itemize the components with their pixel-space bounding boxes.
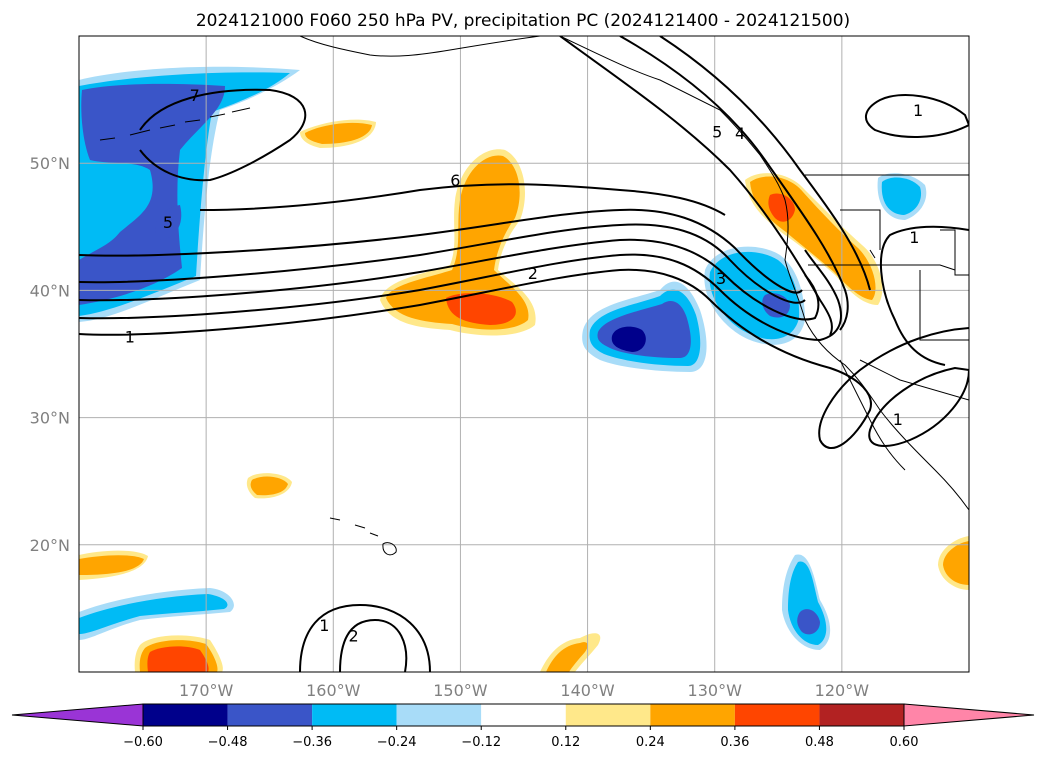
precip-positive-region [768,193,795,222]
colorbar-segment [481,704,566,726]
colorbar: −0.60 −0.48 −0.36 −0.24 −0.12 0.12 0.24 0.36 0.4… [11,703,1035,750]
coastlines [99,36,969,556]
pv-contour [79,268,969,450]
map-background [79,36,969,672]
precip-positive-region [446,293,516,325]
contour-label: 4 [735,124,745,143]
state-border [840,209,881,250]
north-america-coastline [559,36,969,511]
contour-label: 2 [528,264,538,283]
colorbar-tick-label: −0.36 [292,735,332,750]
contour-label: 2 [349,626,359,645]
contour-label: 5 [712,123,722,142]
contour-label: 6 [450,171,460,190]
lon-tick-label: 170°W [179,681,234,700]
pv-contour [339,618,408,672]
aleutian-islands [99,107,251,141]
colorbar-segment [650,704,735,726]
state-border [808,264,956,271]
lat-tick-label: 20°N [30,536,70,555]
lon-tick-label: 150°W [433,681,488,700]
pv-contour [79,223,806,304]
contour-label: 3 [716,269,726,288]
pv-contour [139,88,307,182]
colorbar-tick-label: 0.24 [636,735,665,750]
pv-contour [619,36,849,331]
international-border [859,359,969,401]
lon-tick-label: 120°W [815,681,870,700]
colorbar-frame [142,703,905,727]
contour-label: 5 [163,213,173,232]
contour-label: 1 [909,228,919,247]
precip-positive-region [386,155,529,330]
pv-contour [79,208,803,294]
pv-contour [559,36,833,336]
colorbar-tick-label: 0.12 [551,735,580,750]
pv-contour [199,183,726,216]
contour-label: 1 [913,101,923,120]
colorbar-tick-label: −0.60 [123,735,163,750]
precip-positive-region [305,122,372,144]
pv-contour [79,249,842,342]
lat-tick-label: 40°N [30,281,70,300]
precip-positive-region [546,642,588,672]
lon-tick-label: 140°W [560,681,615,700]
pv-contour [865,94,969,138]
west-coast-islands [869,229,969,276]
lon-tick-label: 130°W [688,681,743,700]
colorbar-segment [565,704,651,726]
precip-negative-region [611,326,646,352]
precip-negative-region [881,177,922,215]
colorbar-segment [227,704,313,726]
map-gridlines [79,36,969,672]
colorbar-tick-label: −0.12 [461,735,501,750]
lat-tick-label: 50°N [30,154,70,173]
lon-tick-label: 160°W [306,681,361,700]
hawaii-islands [329,517,397,556]
colorbar-segment [819,704,904,726]
precip-positive-region [943,541,969,585]
precip-positive-region [79,555,144,575]
precip-negative-region [79,594,228,634]
precip-negative-region [79,83,225,305]
precip-negative-region [797,609,820,635]
colorbar-segment [734,704,820,726]
contour-label: 7 [190,86,200,105]
alaska-coastline [299,36,541,57]
pv-contour [868,366,969,447]
pv-contour [299,603,431,672]
colorbar-extend-min [11,703,144,727]
chart-title: 2024121000 F060 250 hPa PV, precipitatio… [196,11,850,31]
colorbar-segment [312,704,397,726]
state-border [919,270,969,341]
lat-tick-label: 30°N [30,409,70,428]
map-frame [78,35,970,673]
pv-contour [659,36,871,291]
colorbar-tick-label: 0.36 [720,735,749,750]
pv-contour [79,238,820,321]
colorbar-tick-label: −0.48 [208,735,248,750]
contour-label: 1 [893,410,903,429]
pv-contour [879,225,969,366]
colorbar-segment [143,704,228,726]
contour-label: 1 [125,327,135,346]
axis-tick-labels: 170°W 160°W 150°W 140°W 130°W 120°W 50°N 40°N 30… [30,154,870,700]
precip-positive-region [147,646,209,672]
colorbar-extend-max [903,703,1035,727]
colorbar-tick-label: −0.24 [377,735,417,750]
precipitation-anomaly-fill [79,66,969,672]
colorbar-tick-label: 0.48 [805,735,834,750]
precip-positive-region [250,476,288,496]
contour-label: 1 [319,616,329,635]
colorbar-segment [396,704,482,726]
pv-contours [79,36,969,672]
colorbar-tick-label: 0.60 [890,735,919,750]
precip-negative-region [155,205,182,240]
